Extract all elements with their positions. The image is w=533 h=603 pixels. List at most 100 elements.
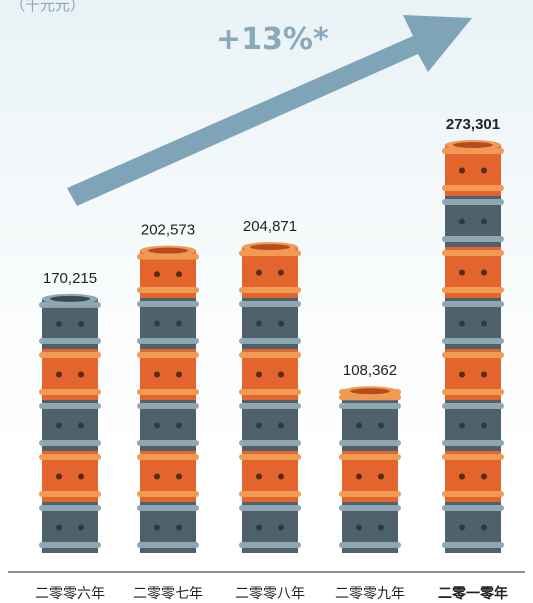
value-label: 170,215 bbox=[43, 270, 97, 287]
bar-ring bbox=[442, 491, 504, 497]
bar-ring bbox=[442, 542, 504, 548]
bar-rivet bbox=[459, 269, 465, 276]
bar-ring bbox=[39, 338, 101, 344]
bar-rivet bbox=[256, 524, 262, 531]
bar-ring bbox=[239, 352, 301, 358]
bar-ring bbox=[39, 542, 101, 548]
bar-rivet bbox=[154, 371, 160, 378]
bar-cap-hole bbox=[250, 244, 290, 251]
bar-ring bbox=[137, 403, 199, 409]
bar-ring bbox=[239, 250, 301, 257]
bar-rivet bbox=[378, 473, 384, 480]
bar-ring bbox=[239, 542, 301, 548]
bar-ring bbox=[339, 440, 401, 446]
bar-rivet bbox=[78, 371, 84, 378]
bar-ring bbox=[137, 491, 199, 497]
bar-rivet bbox=[459, 524, 465, 531]
growth-annotation: +13%* bbox=[216, 22, 329, 57]
bar-cap-hole bbox=[350, 388, 390, 395]
bar-ring bbox=[39, 440, 101, 446]
bar-ring bbox=[339, 394, 401, 401]
bar-rivet bbox=[154, 271, 160, 278]
bar-rivet bbox=[154, 524, 160, 531]
bar-rivet bbox=[278, 473, 284, 480]
bar bbox=[39, 293, 101, 553]
bar-ring bbox=[239, 389, 301, 395]
bar-ring bbox=[39, 301, 101, 308]
bar-ring bbox=[137, 440, 199, 446]
bar-rivet bbox=[278, 371, 284, 378]
bar-rivet bbox=[56, 422, 62, 429]
bar-rivet bbox=[459, 473, 465, 480]
bar-rivet bbox=[56, 371, 62, 378]
bar-rivet bbox=[481, 167, 487, 174]
bar-rivet bbox=[356, 422, 362, 429]
bar-rivet bbox=[176, 422, 182, 429]
bar-ring bbox=[137, 287, 199, 293]
bar-rivet bbox=[176, 524, 182, 531]
bar-ring bbox=[339, 491, 401, 497]
bar-rivet bbox=[56, 473, 62, 480]
bar-rivet bbox=[378, 524, 384, 531]
bar-cap-hole bbox=[148, 247, 188, 254]
bars-group bbox=[39, 140, 504, 553]
value-label: 273,301 bbox=[446, 116, 500, 133]
bar bbox=[137, 245, 199, 553]
bar-ring bbox=[442, 440, 504, 446]
bar-ring bbox=[442, 301, 504, 307]
bar-ring bbox=[442, 454, 504, 460]
value-labels: 170,215 202,573 204,871 108,362 273,301 bbox=[43, 116, 500, 379]
bar-rivet bbox=[481, 371, 487, 378]
bar-ring bbox=[137, 352, 199, 358]
bar-rivet bbox=[459, 422, 465, 429]
bar bbox=[239, 242, 301, 553]
bar bbox=[442, 140, 504, 553]
bar-rivet bbox=[278, 524, 284, 531]
bar-ring bbox=[137, 253, 199, 260]
bar-ring bbox=[442, 287, 504, 293]
bar-rivet bbox=[256, 371, 262, 378]
growth-arrow-shape bbox=[67, 15, 472, 206]
bar-ring bbox=[442, 148, 504, 154]
bar-rivet bbox=[78, 524, 84, 531]
bar-rivet bbox=[176, 371, 182, 378]
bar-rivet bbox=[176, 271, 182, 278]
bar-ring bbox=[239, 287, 301, 293]
bar-rivet bbox=[78, 422, 84, 429]
bar-rivet bbox=[256, 269, 262, 276]
bar-ring bbox=[39, 352, 101, 358]
bar-rivet bbox=[176, 473, 182, 480]
bar-ring bbox=[239, 491, 301, 497]
unit-label: （千元元） bbox=[10, 0, 86, 14]
bar-rivet bbox=[459, 371, 465, 378]
bar-ring bbox=[239, 301, 301, 307]
bar-rivet bbox=[481, 218, 487, 225]
bar-ring bbox=[137, 389, 199, 395]
x-tick-label: 二零零八年 bbox=[235, 586, 305, 602]
bar-rivet bbox=[256, 320, 262, 327]
bar-ring bbox=[442, 199, 504, 205]
bar-ring bbox=[339, 454, 401, 460]
bar-rivet bbox=[481, 269, 487, 276]
bar-ring bbox=[137, 301, 199, 307]
bar-rivet bbox=[78, 320, 84, 327]
bar-rivet bbox=[356, 524, 362, 531]
bar-rivet bbox=[278, 320, 284, 327]
bar-ring bbox=[239, 338, 301, 344]
bar-rivet bbox=[278, 422, 284, 429]
bar-ring bbox=[137, 338, 199, 344]
bar-ring bbox=[442, 185, 504, 191]
bar-rivet bbox=[481, 422, 487, 429]
bar-ring bbox=[339, 403, 401, 409]
bar-rivet bbox=[176, 320, 182, 327]
bar-rivet bbox=[459, 320, 465, 327]
x-tick-label: 二零一零年 bbox=[438, 585, 508, 602]
bar-ring bbox=[442, 250, 504, 256]
bar-ring bbox=[442, 352, 504, 358]
bar-rivet bbox=[481, 473, 487, 480]
x-tick-label: 二零零九年 bbox=[335, 586, 405, 602]
bar-ring bbox=[239, 440, 301, 446]
bar-rivet bbox=[154, 422, 160, 429]
bar-ring bbox=[39, 505, 101, 511]
